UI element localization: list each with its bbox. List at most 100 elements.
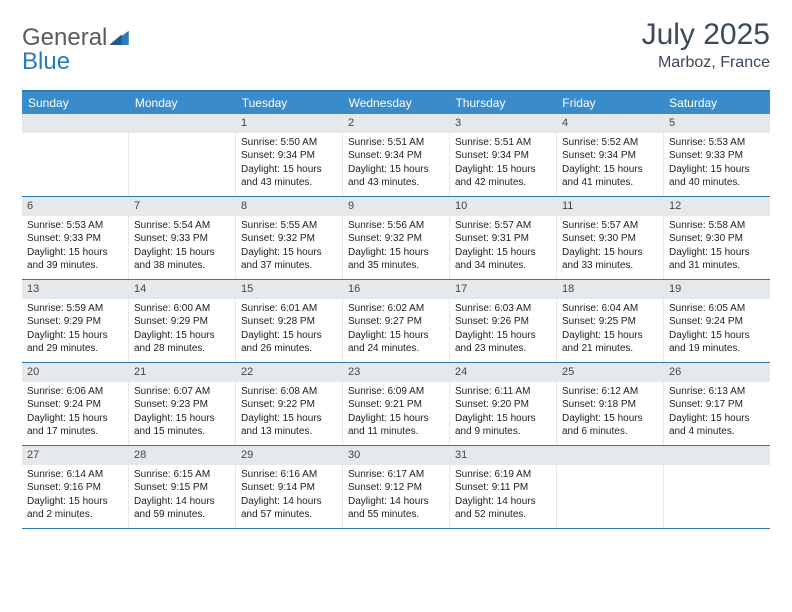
sunset-line: Sunset: 9:17 PM (669, 398, 765, 412)
day-body: Sunrise: 5:59 AMSunset: 9:29 PMDaylight:… (22, 299, 128, 360)
day-cell: 4Sunrise: 5:52 AMSunset: 9:34 PMDaylight… (557, 114, 664, 196)
daylight-line: Daylight: 15 hours and 9 minutes. (455, 412, 551, 439)
day-body: Sunrise: 5:52 AMSunset: 9:34 PMDaylight:… (557, 133, 663, 194)
sunset-line: Sunset: 9:34 PM (241, 149, 337, 163)
daylight-line: Daylight: 15 hours and 37 minutes. (241, 246, 337, 273)
day-number: 7 (129, 197, 235, 216)
day-body: Sunrise: 5:53 AMSunset: 9:33 PMDaylight:… (22, 216, 128, 277)
sunset-line: Sunset: 9:24 PM (27, 398, 123, 412)
header: GeneralBlue July 2025 Marboz, France (22, 18, 770, 76)
day-cell: 10Sunrise: 5:57 AMSunset: 9:31 PMDayligh… (450, 197, 557, 279)
day-cell: 11Sunrise: 5:57 AMSunset: 9:30 PMDayligh… (557, 197, 664, 279)
logo: GeneralBlue (22, 18, 131, 76)
sunrise-line: Sunrise: 5:51 AM (455, 136, 551, 150)
day-body: Sunrise: 6:00 AMSunset: 9:29 PMDaylight:… (129, 299, 235, 360)
day-number: 27 (22, 446, 128, 465)
daylight-line: Daylight: 15 hours and 39 minutes. (27, 246, 123, 273)
day-cell: 6Sunrise: 5:53 AMSunset: 9:33 PMDaylight… (22, 197, 129, 279)
sunrise-line: Sunrise: 6:13 AM (669, 385, 765, 399)
sunset-line: Sunset: 9:28 PM (241, 315, 337, 329)
day-cell: 2Sunrise: 5:51 AMSunset: 9:34 PMDaylight… (343, 114, 450, 196)
sunset-line: Sunset: 9:34 PM (562, 149, 658, 163)
daylight-line: Daylight: 14 hours and 55 minutes. (348, 495, 444, 522)
day-number: 14 (129, 280, 235, 299)
day-cell: 31Sunrise: 6:19 AMSunset: 9:11 PMDayligh… (450, 446, 557, 528)
day-cell: 13Sunrise: 5:59 AMSunset: 9:29 PMDayligh… (22, 280, 129, 362)
day-cell: 25Sunrise: 6:12 AMSunset: 9:18 PMDayligh… (557, 363, 664, 445)
sunset-line: Sunset: 9:21 PM (348, 398, 444, 412)
day-number: 6 (22, 197, 128, 216)
day-cell: 0 (664, 446, 770, 528)
daylight-line: Daylight: 15 hours and 41 minutes. (562, 163, 658, 190)
daylight-line: Daylight: 15 hours and 33 minutes. (562, 246, 658, 273)
day-number: 0 (22, 114, 128, 133)
sunset-line: Sunset: 9:31 PM (455, 232, 551, 246)
daylight-line: Daylight: 15 hours and 29 minutes. (27, 329, 123, 356)
sunset-line: Sunset: 9:32 PM (348, 232, 444, 246)
day-body: Sunrise: 5:58 AMSunset: 9:30 PMDaylight:… (664, 216, 770, 277)
day-number: 13 (22, 280, 128, 299)
sunset-line: Sunset: 9:27 PM (348, 315, 444, 329)
day-number: 2 (343, 114, 449, 133)
day-number: 21 (129, 363, 235, 382)
daylight-line: Daylight: 15 hours and 23 minutes. (455, 329, 551, 356)
sunset-line: Sunset: 9:22 PM (241, 398, 337, 412)
sunrise-line: Sunrise: 6:15 AM (134, 468, 230, 482)
day-cell: 0 (129, 114, 236, 196)
day-cell: 26Sunrise: 6:13 AMSunset: 9:17 PMDayligh… (664, 363, 770, 445)
week-row: 001Sunrise: 5:50 AMSunset: 9:34 PMDaylig… (22, 114, 770, 197)
weekday-header: Tuesday (236, 92, 343, 114)
daylight-line: Daylight: 15 hours and 43 minutes. (241, 163, 337, 190)
sunrise-line: Sunrise: 6:06 AM (27, 385, 123, 399)
week-row: 27Sunrise: 6:14 AMSunset: 9:16 PMDayligh… (22, 446, 770, 529)
sunrise-line: Sunrise: 6:11 AM (455, 385, 551, 399)
day-cell: 21Sunrise: 6:07 AMSunset: 9:23 PMDayligh… (129, 363, 236, 445)
day-cell: 8Sunrise: 5:55 AMSunset: 9:32 PMDaylight… (236, 197, 343, 279)
sunset-line: Sunset: 9:24 PM (669, 315, 765, 329)
daylight-line: Daylight: 15 hours and 24 minutes. (348, 329, 444, 356)
day-cell: 18Sunrise: 6:04 AMSunset: 9:25 PMDayligh… (557, 280, 664, 362)
day-number: 5 (664, 114, 770, 133)
sunset-line: Sunset: 9:33 PM (27, 232, 123, 246)
day-cell: 17Sunrise: 6:03 AMSunset: 9:26 PMDayligh… (450, 280, 557, 362)
sunrise-line: Sunrise: 5:50 AM (241, 136, 337, 150)
day-number: 16 (343, 280, 449, 299)
day-number: 8 (236, 197, 342, 216)
sunset-line: Sunset: 9:33 PM (669, 149, 765, 163)
sunrise-line: Sunrise: 5:58 AM (669, 219, 765, 233)
day-cell: 0 (22, 114, 129, 196)
day-cell: 5Sunrise: 5:53 AMSunset: 9:33 PMDaylight… (664, 114, 770, 196)
sunrise-line: Sunrise: 6:05 AM (669, 302, 765, 316)
daylight-line: Daylight: 15 hours and 15 minutes. (134, 412, 230, 439)
day-cell: 23Sunrise: 6:09 AMSunset: 9:21 PMDayligh… (343, 363, 450, 445)
sunrise-line: Sunrise: 5:57 AM (562, 219, 658, 233)
logo-text-1: General (22, 24, 107, 51)
daylight-line: Daylight: 15 hours and 2 minutes. (27, 495, 123, 522)
sunrise-line: Sunrise: 6:03 AM (455, 302, 551, 316)
day-body: Sunrise: 6:19 AMSunset: 9:11 PMDaylight:… (450, 465, 556, 526)
sunrise-line: Sunrise: 6:02 AM (348, 302, 444, 316)
daylight-line: Daylight: 15 hours and 19 minutes. (669, 329, 765, 356)
day-cell: 30Sunrise: 6:17 AMSunset: 9:12 PMDayligh… (343, 446, 450, 528)
weekday-header: Friday (556, 92, 663, 114)
day-body: Sunrise: 6:09 AMSunset: 9:21 PMDaylight:… (343, 382, 449, 443)
day-number: 30 (343, 446, 449, 465)
day-body (129, 133, 235, 140)
sunrise-line: Sunrise: 5:52 AM (562, 136, 658, 150)
sunrise-line: Sunrise: 6:08 AM (241, 385, 337, 399)
day-body: Sunrise: 6:15 AMSunset: 9:15 PMDaylight:… (129, 465, 235, 526)
sunrise-line: Sunrise: 6:14 AM (27, 468, 123, 482)
day-cell: 27Sunrise: 6:14 AMSunset: 9:16 PMDayligh… (22, 446, 129, 528)
week-row: 13Sunrise: 5:59 AMSunset: 9:29 PMDayligh… (22, 280, 770, 363)
sunset-line: Sunset: 9:12 PM (348, 481, 444, 495)
daylight-line: Daylight: 15 hours and 4 minutes. (669, 412, 765, 439)
day-number: 19 (664, 280, 770, 299)
day-body: Sunrise: 6:16 AMSunset: 9:14 PMDaylight:… (236, 465, 342, 526)
sunset-line: Sunset: 9:29 PM (27, 315, 123, 329)
day-number: 0 (664, 446, 770, 465)
day-body: Sunrise: 5:51 AMSunset: 9:34 PMDaylight:… (343, 133, 449, 194)
day-cell: 29Sunrise: 6:16 AMSunset: 9:14 PMDayligh… (236, 446, 343, 528)
daylight-line: Daylight: 14 hours and 59 minutes. (134, 495, 230, 522)
weekday-header: Thursday (449, 92, 556, 114)
sunrise-line: Sunrise: 5:51 AM (348, 136, 444, 150)
